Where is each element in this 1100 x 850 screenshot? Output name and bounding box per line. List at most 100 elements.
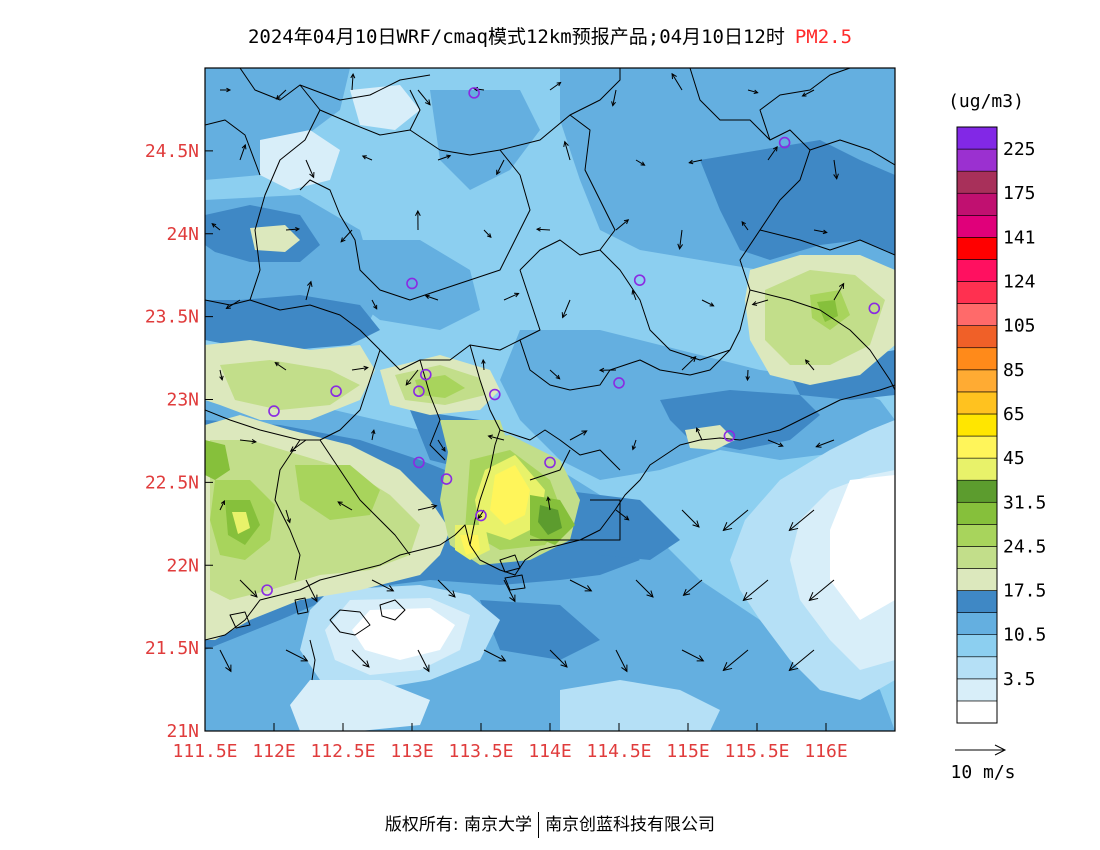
wind-arrow	[635, 579, 654, 598]
wind-arrow	[437, 154, 452, 161]
wind-vectors	[211, 72, 845, 673]
legend-label: 65	[1003, 404, 1025, 425]
legend-label: 17.5	[1003, 581, 1046, 602]
legend-label: 10.5	[1003, 625, 1046, 646]
lat-tick-label: 21.5N	[145, 638, 199, 659]
wind-arrow	[801, 89, 815, 97]
wind-arrow	[688, 159, 703, 165]
wind-arrow	[351, 649, 370, 668]
wind-arrow	[611, 89, 617, 107]
credit-right: 南京创蓝科技有限公司	[545, 815, 716, 835]
lon-tick-label: 112.5E	[310, 741, 375, 762]
legend-label: 175	[1003, 183, 1036, 204]
wind-arrow	[695, 427, 703, 441]
wind-arrow	[424, 294, 439, 301]
lon-tick-label: 111.5E	[172, 741, 237, 762]
legend-swatch	[956, 347, 998, 371]
wind-arrow	[549, 369, 561, 380]
wind-arrow	[631, 289, 637, 301]
legend-swatch	[956, 501, 998, 525]
wind-arrow	[483, 229, 492, 239]
wind-arrow	[239, 143, 247, 161]
legend-label: 225	[1003, 139, 1036, 160]
wind-arrow	[219, 500, 225, 511]
wind-arrow	[549, 81, 562, 91]
legend-swatch	[956, 590, 998, 613]
lat-tick-label: 23.5N	[145, 307, 199, 328]
station-marker	[440, 473, 453, 485]
lon-tick-label: 114E	[528, 741, 571, 762]
wind-arrow	[598, 367, 617, 373]
wind-arrow	[487, 434, 505, 441]
lat-tick-label: 22N	[166, 555, 199, 576]
wind-arrow	[563, 140, 571, 161]
wind-arrow	[437, 579, 456, 598]
wind-arrow	[615, 649, 628, 673]
wind-arrow	[747, 89, 759, 94]
legend-swatch	[956, 524, 998, 547]
wind-arrow	[285, 227, 301, 232]
wind-reference-label: 10 m/s	[950, 762, 1015, 783]
legend-swatch	[956, 678, 998, 702]
wind-arrow	[220, 87, 232, 93]
legend-label: 3.5	[1003, 669, 1036, 690]
wind-arrow	[677, 229, 683, 250]
wind-arrow	[483, 649, 507, 662]
legend-label: 85	[1003, 360, 1025, 381]
lon-tick-label: 112E	[252, 741, 295, 762]
wind-arrow	[751, 299, 769, 306]
wind-arrow	[496, 159, 505, 176]
legend-swatch	[956, 325, 998, 349]
wind-arrow	[788, 509, 815, 532]
wind-arrow	[417, 649, 430, 673]
wind-arrow	[305, 579, 318, 603]
station-marker	[261, 584, 273, 596]
lon-tick-label: 115.5E	[724, 741, 789, 762]
legend-swatch	[956, 479, 998, 503]
wind-arrow	[561, 299, 571, 319]
legend-swatch	[956, 170, 998, 194]
wind-arrow	[405, 369, 419, 386]
legend-swatch	[956, 391, 998, 415]
legend-swatch	[956, 435, 998, 459]
station-marker	[488, 388, 501, 401]
wind-arrow	[745, 369, 750, 382]
legend-swatch	[956, 369, 998, 393]
wind-arrow	[808, 579, 835, 602]
wind-arrow	[371, 299, 378, 310]
legend-label: 31.5	[1003, 492, 1046, 513]
wind-arrow	[239, 579, 258, 598]
wind-arrow	[535, 227, 551, 232]
wind-arrow	[682, 579, 703, 597]
lon-tick-label: 113E	[390, 741, 433, 762]
concentration-field-high	[205, 225, 895, 640]
wind-arrow	[804, 359, 815, 371]
legend-units: (ug/m3)	[948, 91, 1024, 112]
legend-swatch	[956, 259, 998, 282]
station-marker	[413, 456, 425, 469]
legend-swatch	[956, 457, 998, 481]
wind-arrow	[813, 229, 828, 235]
legend-swatch	[956, 700, 998, 724]
wind-arrow	[289, 439, 307, 452]
station-marker	[544, 456, 556, 469]
wind-arrow	[569, 579, 593, 592]
legend-swatch	[956, 148, 998, 172]
station-marker	[613, 377, 625, 389]
legend-swatch	[956, 546, 998, 569]
legend-label: 45	[1003, 448, 1025, 469]
wind-arrow	[788, 649, 815, 672]
lon-tick-label: 115E	[666, 741, 709, 762]
lat-tick-label: 23N	[166, 390, 199, 411]
wind-arrow	[285, 649, 309, 662]
wind-arrow	[615, 509, 630, 521]
wind-arrow	[371, 579, 395, 592]
wind-arrow	[417, 89, 431, 106]
wind-arrow	[701, 299, 715, 307]
wind-arrow	[833, 159, 839, 180]
legend-swatch	[956, 214, 998, 238]
wind-arrow	[337, 501, 353, 511]
wind-arrow	[351, 365, 369, 371]
station-marker	[419, 368, 432, 381]
